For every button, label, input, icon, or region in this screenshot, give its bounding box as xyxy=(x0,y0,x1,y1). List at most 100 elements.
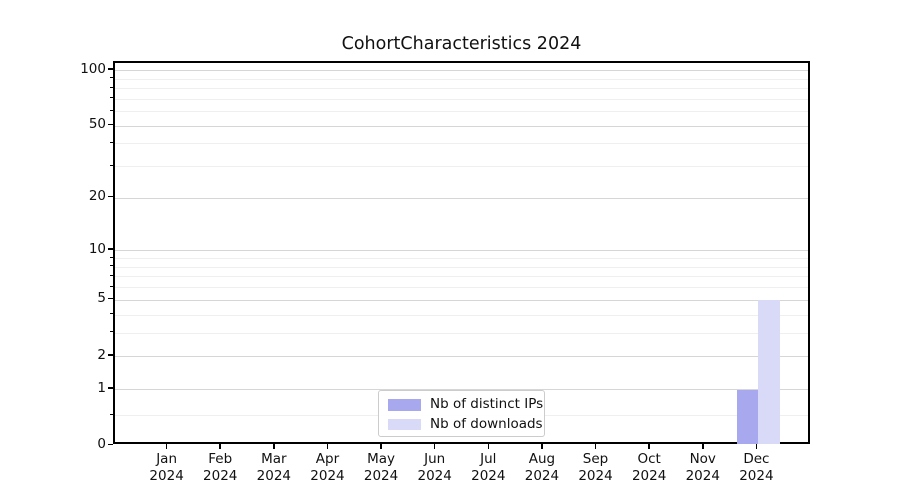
x-tick xyxy=(165,444,168,449)
x-tick-label: Oct 2024 xyxy=(617,451,681,484)
x-tick-label: Aug 2024 xyxy=(510,451,574,484)
y-minor-tick xyxy=(110,164,113,166)
gridline-minor xyxy=(115,111,808,113)
gridline-major xyxy=(115,299,808,301)
x-tick-month: Oct xyxy=(637,451,661,467)
x-tick-label: Apr 2024 xyxy=(295,451,359,484)
x-tick-label: Jan 2024 xyxy=(135,451,199,484)
x-tick xyxy=(273,444,275,449)
x-tick-label: Sep 2024 xyxy=(564,451,628,484)
x-tick-month: Jul xyxy=(480,451,497,467)
gridline-minor xyxy=(115,276,808,278)
gridline-minor xyxy=(115,166,808,168)
gridline-major xyxy=(115,250,808,252)
bar-nb-of-distinct-ips-dec xyxy=(736,389,759,444)
y-minor-tick xyxy=(110,285,113,287)
x-tick-year: 2024 xyxy=(739,467,774,484)
gridline-minor xyxy=(115,266,808,268)
x-tick-year: 2024 xyxy=(363,467,399,484)
x-tick xyxy=(648,444,650,449)
y-minor-tick xyxy=(110,109,113,111)
y-tick xyxy=(108,297,113,300)
x-tick xyxy=(326,444,329,449)
y-minor-tick xyxy=(110,97,113,99)
gridline-major xyxy=(115,389,808,391)
x-tick-year: 2024 xyxy=(203,467,238,484)
x-tick-label: Feb 2024 xyxy=(188,451,252,484)
y-tick xyxy=(108,195,113,198)
x-tick-month: Feb xyxy=(208,451,233,467)
y-minor-tick xyxy=(110,86,113,88)
x-tick-label: Jun 2024 xyxy=(403,451,467,484)
legend-label: Nb of distinct IPs xyxy=(430,396,544,413)
x-tick xyxy=(594,444,597,449)
x-tick-month: Mar xyxy=(261,451,287,467)
x-tick-label: Nov 2024 xyxy=(671,451,735,484)
x-tick-month: Dec xyxy=(743,451,770,467)
x-tick xyxy=(433,444,436,449)
gridline-major xyxy=(115,70,808,72)
gridline-major xyxy=(115,197,808,199)
x-tick-label: Mar 2024 xyxy=(242,451,306,484)
x-tick-month: Jun xyxy=(424,451,446,467)
gridline-minor xyxy=(115,287,808,289)
y-tick-label: 20 xyxy=(88,188,106,205)
y-minor-tick xyxy=(110,256,113,258)
gridline-major xyxy=(115,125,808,127)
gridline-minor xyxy=(115,78,808,80)
y-minor-tick xyxy=(110,265,113,267)
y-tick-label: 1 xyxy=(97,379,106,396)
y-minor-tick xyxy=(110,313,113,315)
legend-swatch xyxy=(388,399,421,411)
y-minor-tick xyxy=(110,274,113,276)
gridline-minor xyxy=(115,143,808,145)
x-tick xyxy=(755,444,758,449)
x-tick-month: Nov xyxy=(689,451,716,467)
x-tick-year: 2024 xyxy=(256,467,292,484)
x-tick-month: Jan xyxy=(156,451,178,467)
legend: Nb of distinct IPs Nb of downloads xyxy=(378,390,545,437)
x-tick-month: Apr xyxy=(315,451,340,467)
y-tick-label: 100 xyxy=(80,60,106,77)
x-tick-year: 2024 xyxy=(417,467,452,484)
gridline-minor xyxy=(115,258,808,260)
y-minor-tick xyxy=(110,331,113,333)
gridline-minor xyxy=(115,98,808,100)
chart-title: CohortCharacteristics 2024 xyxy=(341,34,582,54)
y-minor-tick xyxy=(110,141,113,143)
y-tick xyxy=(108,443,113,446)
y-tick xyxy=(108,387,113,389)
plot-area xyxy=(113,61,810,444)
x-tick-label: Jul 2024 xyxy=(456,451,520,484)
x-tick-month: Aug xyxy=(528,451,556,467)
gridline-minor xyxy=(115,314,808,316)
y-minor-tick xyxy=(110,413,113,415)
gridline-minor xyxy=(115,332,808,334)
y-tick xyxy=(108,354,113,356)
x-tick-year: 2024 xyxy=(631,467,667,484)
x-tick-year: 2024 xyxy=(578,467,613,484)
legend-item: Nb of distinct IPs xyxy=(388,395,543,415)
y-tick-label: 10 xyxy=(88,240,106,257)
y-tick-label: 0 xyxy=(97,436,106,452)
x-tick-label: Dec 2024 xyxy=(724,451,788,484)
gridline-major xyxy=(115,356,808,358)
y-tick xyxy=(108,248,113,251)
y-tick-label: 5 xyxy=(97,290,106,307)
gridline-minor xyxy=(115,88,808,90)
legend-item: Nb of downloads xyxy=(388,415,543,435)
y-tick-label: 50 xyxy=(88,116,106,133)
x-tick-year: 2024 xyxy=(471,467,506,484)
x-tick-year: 2024 xyxy=(149,467,184,484)
x-tick xyxy=(701,444,704,449)
bar-nb-of-downloads-dec xyxy=(758,300,780,444)
x-tick-year: 2024 xyxy=(524,467,560,484)
x-tick-year: 2024 xyxy=(310,467,345,484)
x-tick xyxy=(219,444,222,449)
x-tick-year: 2024 xyxy=(685,467,720,484)
y-minor-tick xyxy=(110,77,113,79)
y-tick xyxy=(108,123,113,126)
x-tick-month: May xyxy=(367,451,396,467)
legend-swatch xyxy=(388,418,421,430)
